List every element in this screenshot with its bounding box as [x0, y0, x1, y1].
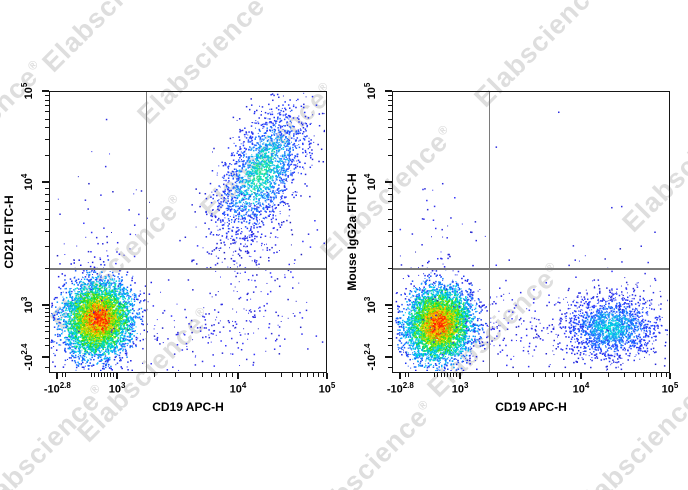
watermark-text: Elabscience® [0, 56, 44, 201]
watermark-text: Elabscience® [44, 190, 184, 335]
watermark-text: Elabscience® [71, 303, 211, 448]
watermark-text: Elabscience® [314, 121, 454, 266]
watermark-text: Elabscience® [468, 0, 608, 113]
watermark-text: Elabscience® [294, 396, 434, 490]
watermark-text: Elabscience® [131, 0, 271, 130]
watermark-text: Elabscience® [566, 381, 688, 490]
watermark-text: Elabscience® [194, 78, 334, 223]
watermark-text: Elabscience® [421, 258, 561, 403]
watermark-text: Elabscience® [36, 0, 176, 78]
watermark-text: Elabscience® [616, 98, 688, 238]
